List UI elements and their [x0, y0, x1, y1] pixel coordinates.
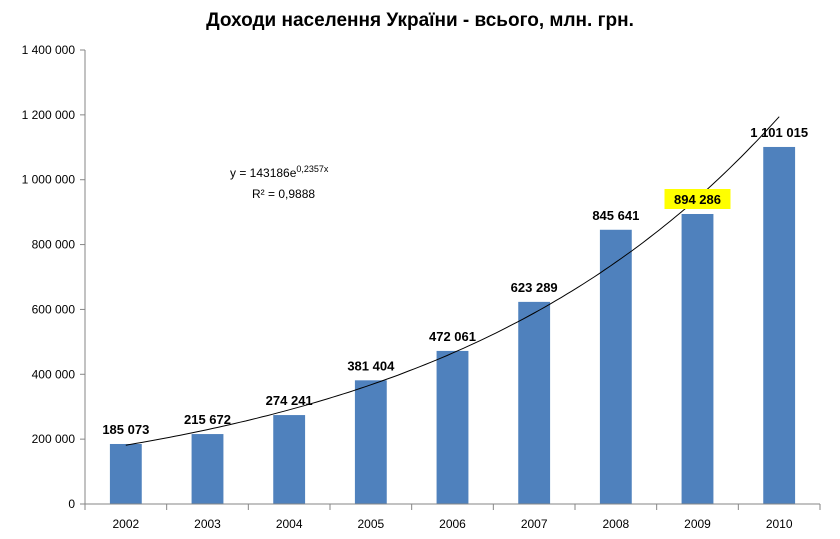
data-label: 1 101 015: [750, 125, 808, 140]
data-label: 381 404: [347, 358, 395, 373]
y-tick-label: 1 000 000: [22, 173, 76, 187]
y-tick-label: 1 400 000: [22, 43, 76, 57]
data-label: 472 061: [429, 329, 476, 344]
y-tick-label: 1 200 000: [22, 108, 76, 122]
x-tick-label: 2007: [521, 517, 548, 531]
y-tick-label: 0: [68, 497, 75, 511]
y-tick-label: 400 000: [32, 367, 76, 381]
bar: [354, 380, 387, 504]
data-label: 185 073: [102, 422, 149, 437]
trendline-equation: y = 143186e0,2357x: [230, 164, 329, 180]
bar: [599, 229, 632, 505]
x-tick-label: 2008: [602, 517, 629, 531]
x-tick-label: 2009: [684, 517, 711, 531]
x-tick-label: 2010: [766, 517, 793, 531]
x-tick-label: 2002: [112, 517, 139, 531]
bar: [109, 443, 142, 504]
bar: [273, 415, 306, 504]
data-label: 623 289: [511, 280, 558, 295]
bar: [763, 146, 796, 505]
chart-title: Доходи населення України - всього, млн. …: [206, 10, 634, 31]
x-tick-label: 2003: [194, 517, 221, 531]
y-tick-label: 600 000: [32, 302, 76, 316]
data-label: 274 241: [266, 393, 313, 408]
data-label: 215 672: [184, 412, 231, 427]
data-label-highlight: [664, 188, 731, 209]
bar: [436, 350, 469, 504]
data-labels: 185 073 215 672 274 241 381 404 472 061 623 2…: [102, 125, 808, 437]
y-axis: 0 200 000 400 000 600 000 800 000 1 000 000 1 …: [22, 43, 86, 511]
bar: [518, 301, 551, 504]
bar: [191, 434, 224, 504]
x-tick-label: 2004: [276, 517, 303, 531]
x-tick-label: 2005: [357, 517, 384, 531]
y-tick-label: 200 000: [32, 432, 76, 446]
data-label: 894 286: [674, 192, 721, 207]
trendline: [125, 116, 780, 446]
x-axis: 2002 2003 2004 2005 2006 2007 2008 2009 2010: [84, 503, 821, 531]
data-label: 845 641: [592, 208, 639, 223]
r-squared-label: R² = 0,9888: [252, 187, 315, 201]
x-tick-label: 2006: [439, 517, 466, 531]
y-tick-label: 800 000: [32, 238, 76, 252]
bars: [109, 146, 796, 505]
bar: [681, 213, 714, 504]
